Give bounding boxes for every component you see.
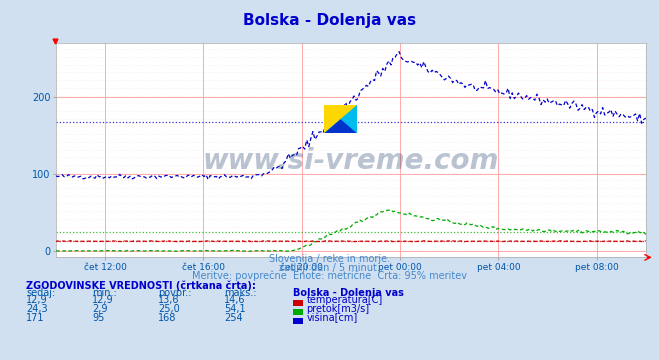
Text: povpr.:: povpr.: xyxy=(158,288,192,298)
Text: sedaj:: sedaj: xyxy=(26,288,55,298)
Text: www.si-vreme.com: www.si-vreme.com xyxy=(203,147,499,175)
Text: Bolska - Dolenja vas: Bolska - Dolenja vas xyxy=(243,13,416,28)
Text: temperatura[C]: temperatura[C] xyxy=(306,296,383,306)
Text: 54,1: 54,1 xyxy=(224,305,246,315)
Text: 171: 171 xyxy=(26,314,45,324)
Text: 13,6: 13,6 xyxy=(158,296,180,306)
Polygon shape xyxy=(324,105,357,133)
Text: Bolska - Dolenja vas: Bolska - Dolenja vas xyxy=(293,288,404,298)
Text: 25,0: 25,0 xyxy=(158,305,180,315)
Text: maks.:: maks.: xyxy=(224,288,256,298)
Text: pretok[m3/s]: pretok[m3/s] xyxy=(306,305,370,315)
Polygon shape xyxy=(324,105,357,133)
Text: 24,3: 24,3 xyxy=(26,305,48,315)
Text: višina[cm]: višina[cm] xyxy=(306,313,358,324)
Text: Slovenija / reke in morje.: Slovenija / reke in morje. xyxy=(269,254,390,264)
Text: Meritve: povprečne  Enote: metrične  Črta: 95% meritev: Meritve: povprečne Enote: metrične Črta:… xyxy=(192,269,467,282)
Text: 12,9: 12,9 xyxy=(92,296,114,306)
Text: ZGODOVINSKE VREDNOSTI (črtkana črta):: ZGODOVINSKE VREDNOSTI (črtkana črta): xyxy=(26,280,256,291)
Text: zadnji dan / 5 minut.: zadnji dan / 5 minut. xyxy=(279,263,380,273)
Text: 12,9: 12,9 xyxy=(26,296,48,306)
Text: 95: 95 xyxy=(92,314,105,324)
Text: 168: 168 xyxy=(158,314,177,324)
Polygon shape xyxy=(324,119,357,133)
Text: 14,6: 14,6 xyxy=(224,296,246,306)
Text: 2,9: 2,9 xyxy=(92,305,108,315)
Text: 254: 254 xyxy=(224,314,243,324)
Text: min.:: min.: xyxy=(92,288,117,298)
